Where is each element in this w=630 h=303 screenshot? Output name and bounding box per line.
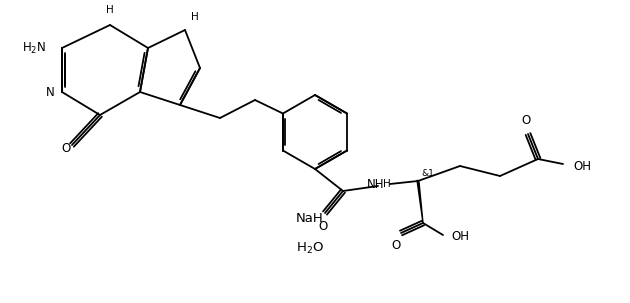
Text: N: N xyxy=(46,85,55,98)
Text: O: O xyxy=(391,239,401,252)
Text: H: H xyxy=(106,5,114,15)
Text: H$_2$O: H$_2$O xyxy=(296,241,324,255)
Text: &1: &1 xyxy=(421,168,434,178)
Text: O: O xyxy=(61,142,71,155)
Text: H$_2$N: H$_2$N xyxy=(22,40,46,55)
Text: O: O xyxy=(318,220,328,233)
Text: OH: OH xyxy=(451,231,469,244)
Text: O: O xyxy=(522,114,530,127)
Text: NH: NH xyxy=(367,178,385,191)
Text: OH: OH xyxy=(573,159,591,172)
Polygon shape xyxy=(417,180,423,223)
Text: H: H xyxy=(191,12,199,22)
Text: NaH: NaH xyxy=(296,211,324,225)
Text: H: H xyxy=(383,179,391,189)
